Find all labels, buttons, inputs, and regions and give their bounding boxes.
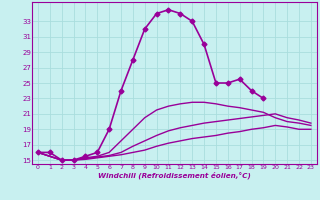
X-axis label: Windchill (Refroidissement éolien,°C): Windchill (Refroidissement éolien,°C) [98,171,251,179]
